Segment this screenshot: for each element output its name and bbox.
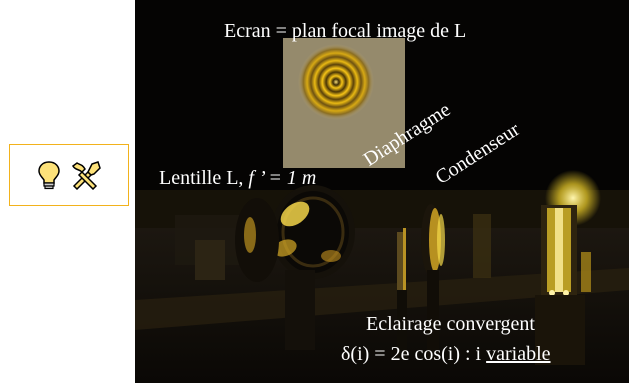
- caption-eclairage: Eclairage convergent: [366, 313, 535, 335]
- interference-rings: [298, 44, 374, 120]
- caption-lentille-focal: f ’ = 1 m: [248, 167, 317, 189]
- lens-assembly: [235, 185, 355, 350]
- condenser: [421, 204, 445, 360]
- lightbulb-icon[interactable]: [36, 160, 62, 190]
- lamp: [473, 170, 601, 365]
- caption-ecran: Ecran = plan focal image de L: [224, 20, 467, 42]
- tools-icon[interactable]: [70, 160, 102, 190]
- formula-main: δ(i) = 2e cos(i) : i: [341, 343, 482, 365]
- caption-formula: δ(i) = 2e cos(i) : i variable: [341, 344, 551, 364]
- diaphragm: [397, 228, 407, 360]
- toolbar-panel: [9, 144, 129, 206]
- caption-lentille-label: Lentille L,: [159, 167, 244, 189]
- formula-variable: variable: [486, 343, 551, 365]
- optics-scene: [135, 0, 629, 383]
- optics-photo: Ecran = plan focal image de L Lentille L…: [135, 0, 629, 383]
- caption-lentille: Lentille L, f ’ = 1 m: [159, 168, 316, 188]
